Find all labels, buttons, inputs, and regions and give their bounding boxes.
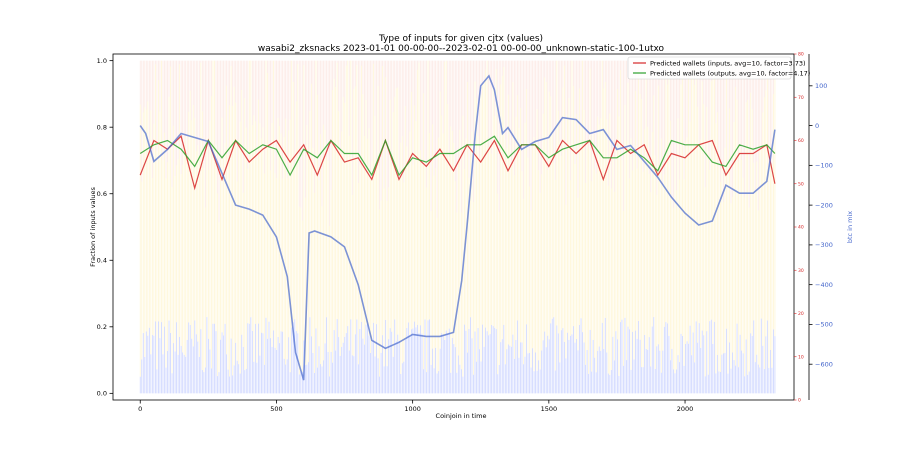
- red-tick-label: 20: [798, 311, 804, 317]
- legend-label-outputs: Predicted wallets (outputs, avg=10, fact…: [650, 70, 810, 78]
- y-tick-label: 1.0: [97, 57, 107, 65]
- series-layer: [139, 74, 776, 381]
- red-tick-label: 0: [798, 398, 801, 404]
- red-tick-label: 40: [798, 225, 804, 231]
- x-tick-label: 1500: [541, 405, 558, 413]
- y2-tick-label: −100: [815, 162, 833, 170]
- y-tick-label: 0.4: [97, 257, 107, 265]
- series-line-inputs: [139, 135, 776, 191]
- series-line-outputs: [139, 135, 776, 177]
- y-axis-right: 100 0 −100 −200 −300 −400 −500 −600: [808, 54, 833, 400]
- x-tick-label: 1000: [404, 405, 421, 413]
- y2-tick-label: −400: [815, 281, 833, 289]
- y-tick-label: 0.0: [97, 390, 107, 398]
- y2-axis-label: btc in mix: [846, 211, 854, 243]
- red-tick-label: 10: [798, 354, 804, 360]
- legend-label-inputs: Predicted wallets (inputs, avg=10, facto…: [650, 60, 806, 68]
- legend-box: [627, 56, 792, 80]
- background-bars: [139, 60, 776, 394]
- y-axis-label: Fraction of inputs values: [89, 187, 97, 267]
- y-axis-left: 0.0 0.2 0.4 0.6 0.8 1.0: [97, 57, 113, 398]
- series-line-btc-in-mix: [139, 74, 776, 381]
- y2-tick-label: −200: [815, 201, 833, 209]
- x-axis: 0 500 1000 1500 2000: [138, 400, 693, 413]
- y-tick-label: 0.6: [97, 190, 107, 198]
- red-tick-label: 50: [798, 181, 804, 187]
- y-axis-red: 0 10 20 30 40 50 60 70 80: [794, 52, 804, 404]
- y2-tick-label: −300: [815, 241, 833, 249]
- y-tick-label: 0.2: [97, 323, 107, 331]
- x-tick-label: 0: [138, 405, 142, 413]
- x-tick-label: 2000: [677, 405, 694, 413]
- x-axis-label: Coinjoin in time: [436, 412, 487, 420]
- chart-title: Type of inputs for given cjtx (values): [378, 34, 543, 44]
- y2-tick-label: −500: [815, 321, 833, 329]
- legend: Predicted wallets (inputs, avg=10, facto…: [627, 56, 810, 80]
- red-tick-label: 30: [798, 268, 804, 274]
- x-tick-label: 500: [270, 405, 282, 413]
- y-tick-label: 0.8: [97, 123, 107, 131]
- red-tick-label: 80: [798, 52, 804, 58]
- y2-tick-label: 100: [815, 82, 827, 90]
- y2-tick-label: −600: [815, 361, 833, 369]
- red-tick-label: 70: [798, 95, 804, 101]
- red-tick-label: 60: [798, 138, 804, 144]
- y2-tick-label: 0: [815, 122, 819, 130]
- chart-subtitle: wasabi2_zksnacks 2023-01-01 00-00-00--20…: [258, 44, 665, 54]
